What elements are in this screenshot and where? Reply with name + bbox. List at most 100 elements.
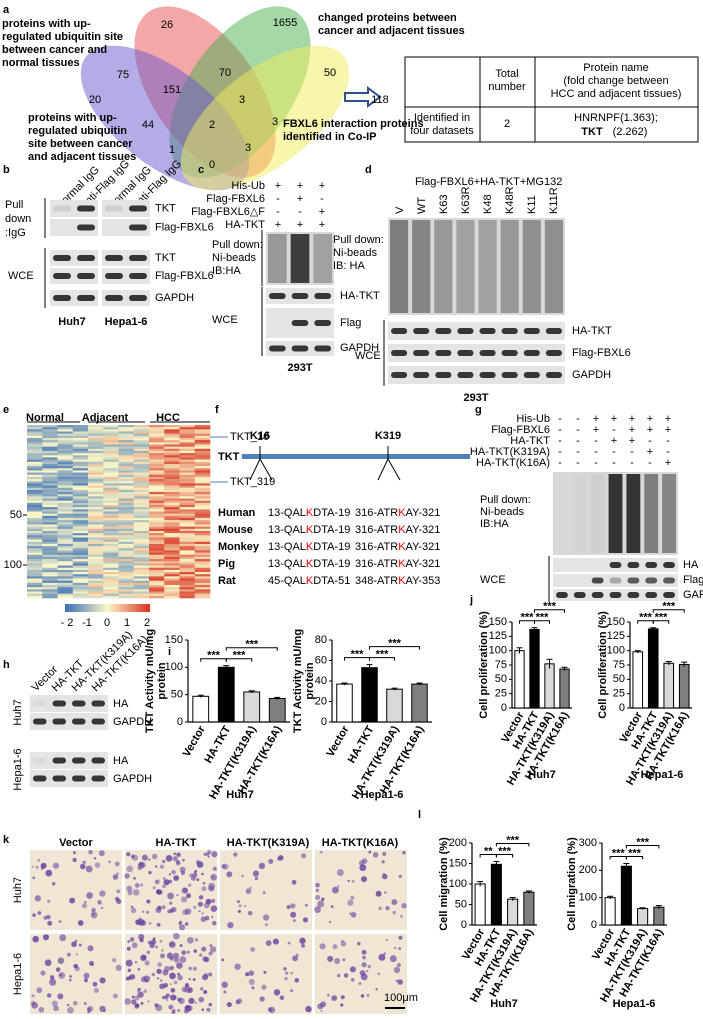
heatmap-cell [118,533,135,536]
heatmap-cell [27,505,43,508]
heatmap-cell [103,559,119,562]
heatmap-cell [179,593,196,597]
stained-cell [126,885,133,892]
blot [553,574,678,587]
heatmap-cell [42,591,58,594]
significance-bracket [369,646,420,650]
heatmap-cell [103,595,119,599]
heatmap-cell [72,539,89,543]
heatmap-cell [72,533,89,536]
heatmap-cell [42,524,58,527]
heatmap-cell [164,437,180,441]
stained-cell [377,972,381,976]
heatmap-cell [118,437,135,441]
stained-cell [148,870,152,875]
significance-label: *** [506,834,520,846]
stained-cell [234,963,241,970]
heatmap-cell [27,565,43,569]
heatmap-cell [57,559,74,562]
heatmap-cell [118,585,135,588]
heatmap-cell [164,595,180,599]
stained-cell [290,972,293,975]
heatmap-cell [149,543,165,547]
stained-cell [108,860,111,864]
group-label: down [5,213,31,225]
band-label: GAPDH [113,773,152,785]
stained-cell [92,981,98,987]
heatmap-cell [179,552,196,556]
heatmap-cell [57,572,74,575]
heatmap-cell [194,552,211,556]
heatmap-cell [164,585,180,588]
stained-cell [389,955,397,963]
stained-cell [73,851,76,855]
venn [80,6,350,191]
heatmap-cell [194,440,211,443]
heatmap-cell [133,492,150,495]
heatmap-cell [194,487,211,491]
heatmap-cell [27,442,43,445]
heatmap-cell [42,448,58,452]
stained-cell [141,854,148,861]
stained-cell [51,882,56,886]
condition-mark: - [558,446,562,458]
heatmap-cell [88,431,104,434]
stained-cell [31,865,34,868]
heatmap-cell [88,479,104,482]
blot-smear [478,220,497,313]
heatmap-cell [194,431,211,434]
heatmap-cell [88,574,104,577]
condition-mark: - [576,424,580,436]
heatmap-cell [103,556,119,560]
heatmap-cell [57,498,74,501]
significance-label: *** [521,612,535,624]
heatmap-cell [164,515,180,519]
stained-cell [94,862,101,868]
heatmap-cell [133,450,150,454]
heatmap-cell [42,433,58,437]
blot-smear [390,220,409,313]
stained-cell [170,987,176,993]
stained-cell [112,993,118,999]
significance-bracket [225,658,253,662]
blot-band [435,372,452,378]
stained-cell [148,858,151,861]
stained-cell [292,919,296,922]
heatmap-cell [118,572,135,575]
heatmap-cell [194,546,211,549]
heatmap-cell [27,450,43,454]
blot-band [391,372,408,378]
blot-band [52,775,66,782]
heatmap-cell [103,427,119,430]
heatmap-cell [103,463,119,467]
heatmap-cell [88,582,104,586]
heatmap-cell [103,494,119,497]
heatmap-cell [164,522,180,525]
heatmap-cell [149,444,165,447]
heatmap-cell [42,580,58,584]
sequence-part: K [306,507,314,519]
heatmap-cell [42,502,58,506]
stained-cell [272,938,279,945]
heatmap-cell [179,448,196,452]
venn-count: 70 [219,67,231,79]
heatmap-cell [103,505,119,508]
heatmap-cell [72,479,89,482]
sequence: 348-ATRKAY-353 [355,575,440,587]
band-label: HA-TKT [572,325,612,337]
heatmap-cell [103,572,119,575]
heatmap-cell [103,543,119,547]
bar [620,865,632,926]
stained-cell [126,852,131,857]
stained-cell [38,1006,45,1013]
heatmap-cell [164,507,180,510]
heatmap-cell [103,487,119,491]
heatmap-cell [88,563,104,566]
heatmap-cell [27,435,43,439]
heatmap-cell [118,526,135,530]
sequence-part: 13-QAL [268,507,306,519]
heatmap-cell [88,498,104,501]
heatmap-cell [57,522,74,525]
venn-count: 118 [371,94,389,106]
cell-label: Huh7 [226,789,254,801]
